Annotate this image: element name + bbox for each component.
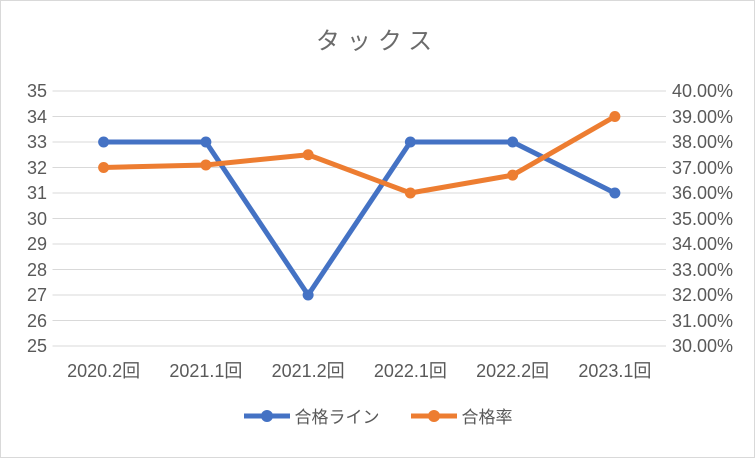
data-point-marker	[98, 136, 110, 148]
series-line-0	[101, 139, 618, 298]
left-axis-tick: 35	[26, 81, 47, 101]
right-axis-tick: 30.00%	[672, 336, 734, 356]
left-axis-tick: 26	[26, 310, 47, 331]
x-axis-label: 2021.1回	[169, 361, 243, 381]
data-point-marker	[609, 187, 621, 199]
chart-title: タックス	[315, 28, 440, 55]
right-axis-tick: 36.00%	[672, 183, 734, 203]
data-point-marker	[200, 136, 212, 148]
right-axis-tick: 31.00%	[672, 310, 734, 331]
data-point-marker	[404, 136, 416, 148]
line-marker-icon	[410, 409, 457, 422]
data-point-marker	[302, 149, 314, 161]
line-marker-icon	[243, 409, 290, 422]
data-point-marker	[404, 187, 416, 199]
right-axis-tick: 32.00%	[672, 285, 734, 305]
left-axis-tick: 34	[26, 106, 47, 127]
data-point-marker	[609, 111, 621, 122]
right-axis-tick: 39.00%	[672, 106, 734, 127]
left-axis-tick: 33	[26, 132, 47, 152]
left-axis-tick: 25	[26, 336, 47, 356]
left-axis-tick: 28	[26, 259, 47, 280]
legend-item-goukaku-ritsu: 合格率	[410, 403, 513, 428]
right-axis-tick: 40.00%	[672, 81, 734, 101]
right-axis-tick: 35.00%	[672, 208, 734, 229]
right-axis-tick: 34.00%	[672, 234, 734, 254]
right-axis-tick: 33.00%	[672, 259, 734, 280]
data-point-marker	[200, 159, 212, 171]
left-axis-tick: 27	[26, 285, 47, 305]
left-axis-tick: 30	[26, 208, 47, 229]
x-axis-label: 2021.2回	[271, 361, 345, 381]
legend-item-goukaku-line: 合格ライン	[243, 403, 380, 428]
x-axis-label: 2023.1回	[578, 361, 652, 381]
legend: 合格ライン 合格率	[1, 403, 754, 428]
data-point-marker	[507, 169, 519, 181]
x-axis-label: 2022.1回	[373, 361, 447, 381]
right-axis-tick: 37.00%	[672, 157, 734, 178]
series-line-1	[101, 114, 618, 196]
right-axis-tick: 38.00%	[672, 132, 734, 152]
left-axis-tick: 31	[26, 183, 47, 203]
left-axis-tick: 32	[26, 157, 47, 178]
left-axis-tick: 29	[26, 234, 47, 254]
x-axis-label: 2020.2回	[67, 361, 141, 381]
data-point-marker	[302, 289, 314, 301]
legend-label: 合格ライン	[294, 408, 380, 427]
data-point-marker	[98, 162, 110, 173]
x-axis-label: 2022.2回	[476, 361, 550, 381]
legend-label: 合格率	[461, 408, 513, 427]
data-point-marker	[507, 136, 519, 148]
